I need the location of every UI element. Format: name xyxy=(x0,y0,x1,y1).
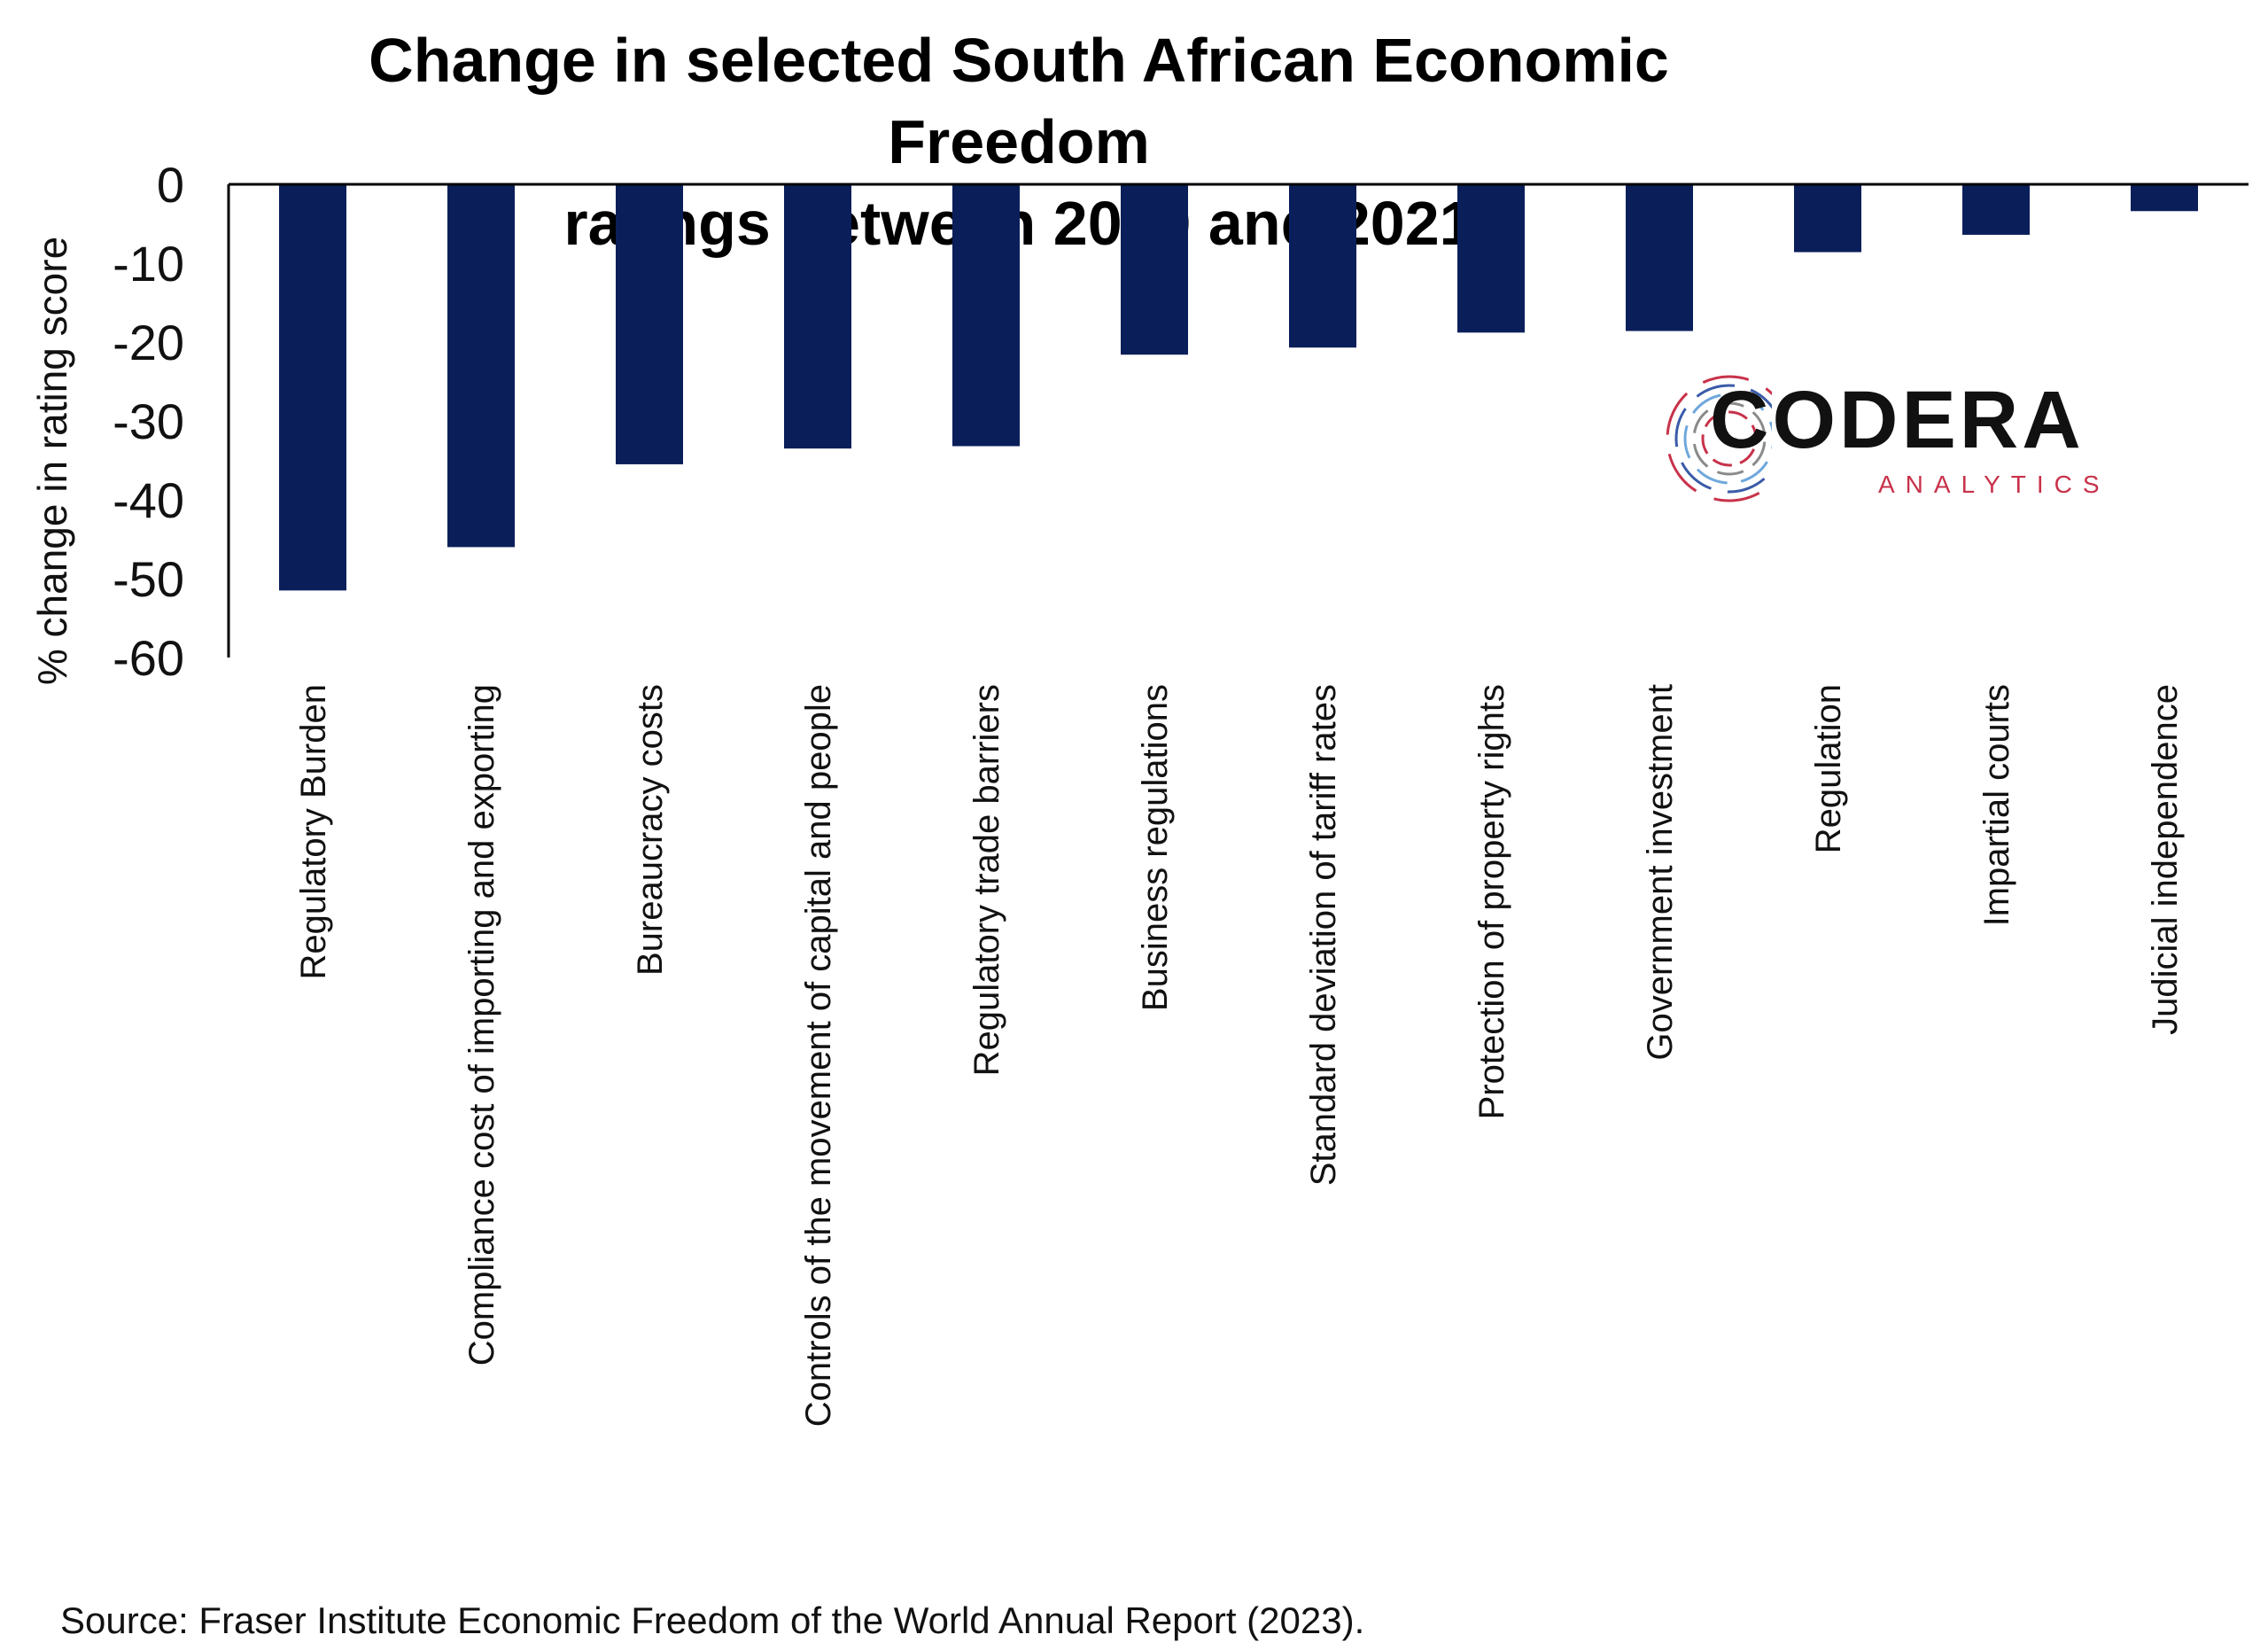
x-tick-label: Impartial courts xyxy=(1977,684,2016,926)
bar xyxy=(2131,184,2198,212)
bar xyxy=(1962,184,2030,235)
logo-ring xyxy=(1692,401,1767,476)
logo-ring xyxy=(1701,410,1758,467)
bar xyxy=(952,184,1020,447)
y-tick-label: -10 xyxy=(113,236,184,292)
x-tick-label: Judicial independence xyxy=(2146,684,2185,1035)
x-tick-label: Protection of property rights xyxy=(1472,684,1511,1119)
bars-group xyxy=(279,184,2198,591)
y-tick-label: -20 xyxy=(113,315,184,370)
y-tick-label: 0 xyxy=(157,157,184,213)
bar xyxy=(784,184,851,449)
y-tick-label: -40 xyxy=(113,472,184,528)
x-tick-label: Regulation xyxy=(1809,684,1848,853)
bar xyxy=(279,184,346,591)
codera-logo: CODERA ANALYTICS xyxy=(1666,363,2126,514)
bar xyxy=(1457,184,1525,333)
logo-subtitle: ANALYTICS xyxy=(1878,471,2110,498)
y-tick-label: -30 xyxy=(113,393,184,449)
codera-logo-rings-icon xyxy=(1666,375,1772,502)
x-tick-label: Standard deviation of tariff rates xyxy=(1304,684,1343,1186)
x-tick-label: Regulatory Burden xyxy=(294,684,333,980)
y-tick-label: -50 xyxy=(113,551,184,607)
y-ticks-group: 0 -10 -20 -30 -40 -50 -60 xyxy=(113,157,184,686)
logo-ring xyxy=(1666,375,1772,502)
logo-wordmark: CODERA xyxy=(1710,375,2085,465)
bar xyxy=(1289,184,1356,348)
x-labels-group: Regulatory Burden Compliance cost of impo… xyxy=(294,684,2185,1427)
y-tick-label: -60 xyxy=(113,630,184,686)
x-tick-label: Bureaucracy costs xyxy=(631,684,670,976)
logo-ring xyxy=(1683,393,1772,485)
x-tick-label: Compliance cost of importing and exporti… xyxy=(462,684,501,1366)
bar xyxy=(447,184,515,548)
y-axis-label: % change in rating score xyxy=(29,237,75,685)
x-tick-label: Business regulations xyxy=(1136,684,1175,1011)
bar xyxy=(616,184,683,464)
bar xyxy=(1794,184,1861,253)
chart-title-line-1: Change in selected South African Economi… xyxy=(369,26,1669,176)
x-tick-label: Controls of the movement of capital and … xyxy=(799,684,838,1427)
x-tick-label: Government investment xyxy=(1641,684,1680,1061)
source-note: Source: Fraser Institute Economic Freedo… xyxy=(60,1599,1365,1641)
x-tick-label: Regulatory trade barriers xyxy=(967,684,1006,1076)
bar xyxy=(1626,184,1693,331)
logo-ring xyxy=(1674,384,1772,494)
bar xyxy=(1121,184,1188,355)
